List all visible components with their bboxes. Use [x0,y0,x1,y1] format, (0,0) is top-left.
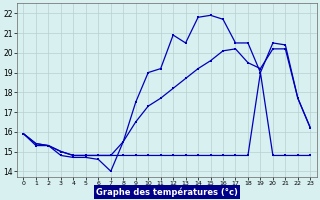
X-axis label: Graphe des températures (°c): Graphe des températures (°c) [96,187,238,197]
